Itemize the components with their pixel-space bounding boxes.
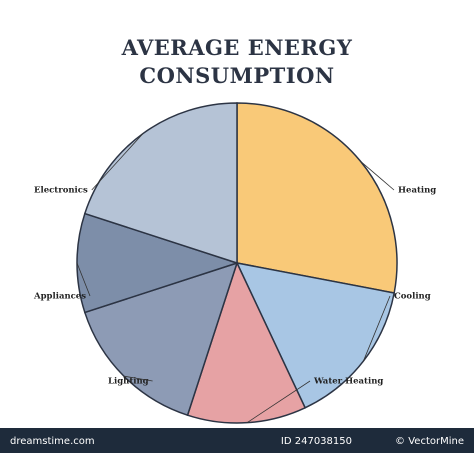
leader-line	[360, 160, 395, 191]
slice-label: Cooling	[394, 292, 431, 302]
slice-label: Electronics	[34, 186, 88, 196]
footer-id: ID 247038150	[281, 436, 352, 447]
pie-slice	[236, 102, 398, 294]
footer-bar	[0, 428, 474, 453]
chart-title: AVERAGE ENERGY CONSUMPTION	[121, 35, 353, 88]
slice-label: Lighting	[108, 377, 149, 387]
slice-label: Appliances	[33, 292, 86, 302]
slice-label: Heating	[398, 186, 436, 196]
leader-line	[76, 262, 91, 297]
leader-line	[123, 375, 153, 382]
pie-slice	[83, 102, 238, 265]
leader-line	[246, 380, 311, 424]
footer-author: © VectorMine	[395, 436, 464, 447]
footer-site: dreamstime.com	[10, 436, 95, 447]
leader-line	[91, 133, 144, 191]
slice-label: Water Heating	[313, 377, 383, 387]
leader-line	[363, 295, 391, 362]
pie-slice	[76, 212, 240, 314]
